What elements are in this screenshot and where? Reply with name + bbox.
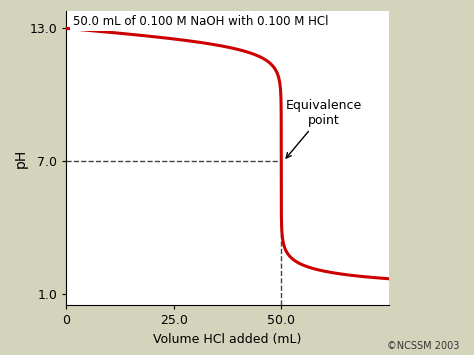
X-axis label: Volume HCl added (mL): Volume HCl added (mL) [153,333,302,346]
Text: 50.0 mL of 0.100 M NaOH with 0.100 M HCl: 50.0 mL of 0.100 M NaOH with 0.100 M HCl [73,15,328,28]
Y-axis label: pH: pH [14,148,28,168]
Text: Equivalence
point: Equivalence point [286,99,362,158]
Text: ©NCSSM 2003: ©NCSSM 2003 [387,342,460,351]
